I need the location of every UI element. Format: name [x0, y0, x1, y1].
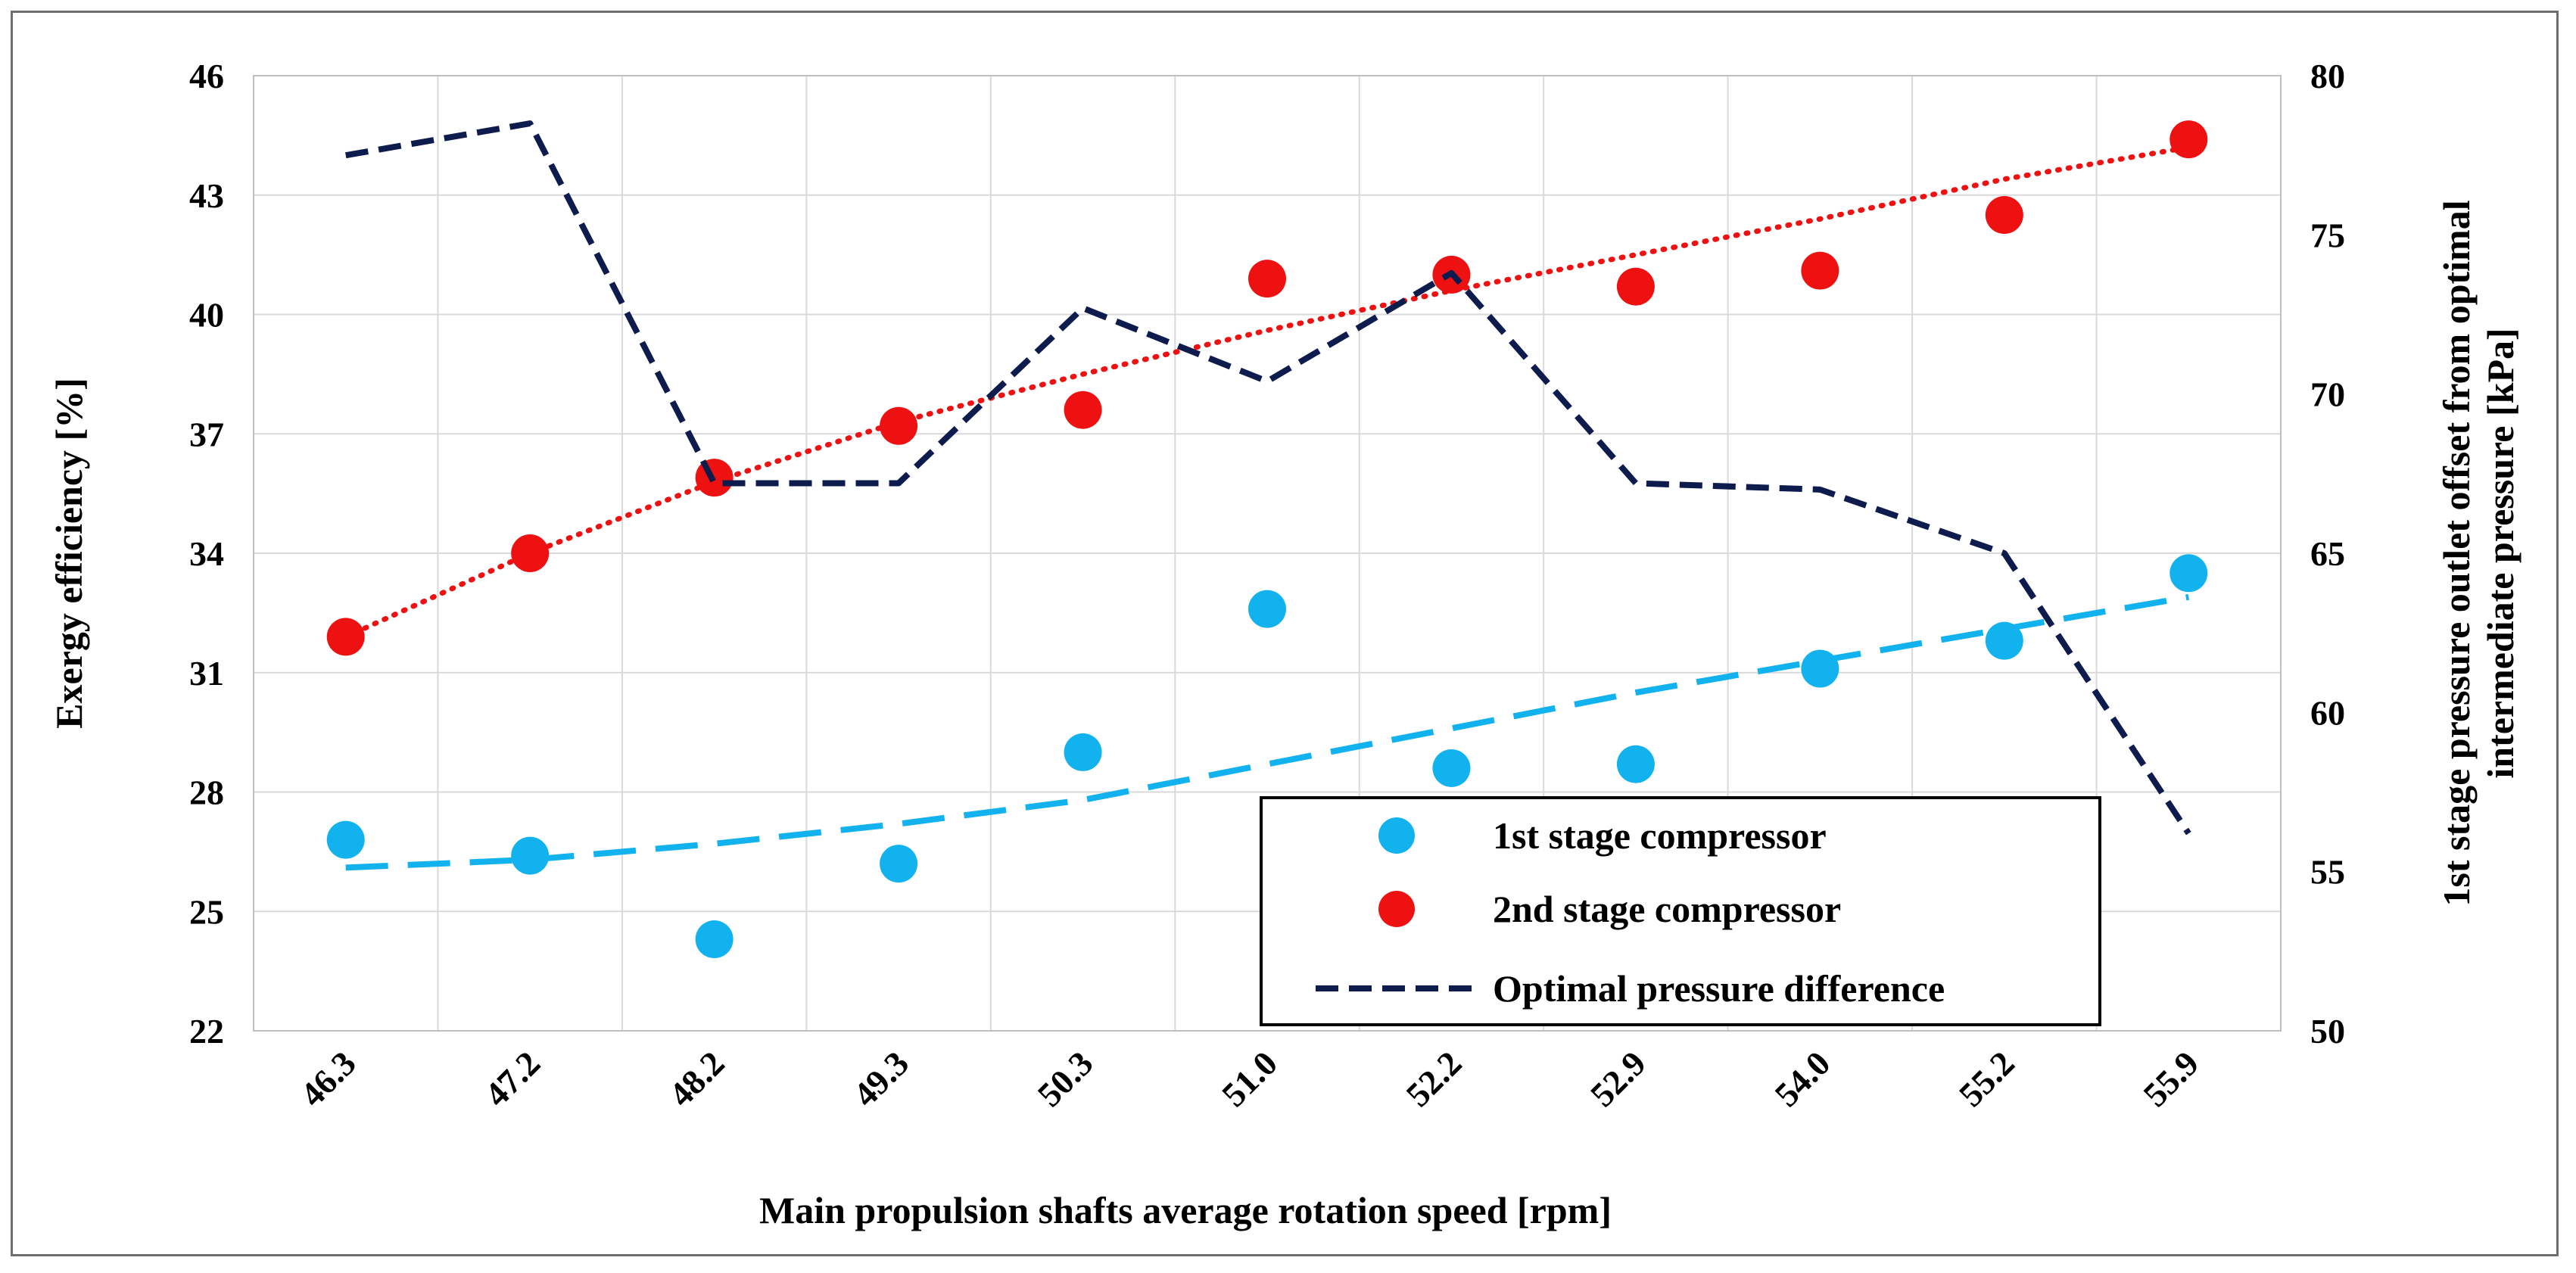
y2-tick-label: 60: [2310, 693, 2345, 732]
pressure-line-group: [345, 120, 2191, 836]
y2-axis-title-line1: 1st stage pressure outlet offset from op…: [2435, 200, 2478, 906]
x-axis-ticks: 46.3 47.2 48.2 49.3 50.3 51.0 52.2 52.9 54.0 55.2…: [293, 1044, 2207, 1114]
y2-tick-label: 75: [2310, 216, 2345, 254]
point-2nd-stage: [511, 534, 550, 572]
y2-axis-title-line2: intermediate pressure [kPa]: [2479, 328, 2521, 778]
point-2nd-stage: [1801, 251, 1839, 290]
y-tick-label: 28: [189, 773, 224, 812]
y2-tick-label: 70: [2310, 375, 2345, 414]
point-1st-stage: [880, 845, 918, 883]
y2-tick-label: 65: [2310, 534, 2345, 573]
x-axis-title: Main propulsion shafts average rotation …: [759, 1189, 1612, 1231]
point-2nd-stage: [2170, 120, 2208, 159]
x-tick-label: 52.2: [1399, 1044, 1469, 1114]
trendlines: [343, 145, 2191, 871]
trendline-1st-stage: [345, 593, 2189, 871]
y-axis-ticks: 22 25 28 31 34 37 40 43 46: [189, 57, 224, 1050]
y-tick-label: 46: [189, 57, 224, 95]
point-1st-stage: [1616, 745, 1655, 783]
point-1st-stage: [1064, 733, 1102, 771]
point-1st-stage: [1985, 621, 2023, 660]
y2-axis-ticks: 50 55 60 65 70 75 80: [2310, 57, 2345, 1050]
x-tick-label: 49.3: [846, 1044, 916, 1114]
y2-tick-label: 50: [2310, 1012, 2345, 1050]
x-tick-label: 50.3: [1030, 1044, 1101, 1114]
x-tick-label: 55.9: [2135, 1044, 2206, 1114]
y-axis-title: Exergy efficiency [%]: [48, 378, 90, 729]
legend-marker-2nd-stage: [1378, 891, 1415, 927]
x-tick-label: 48.2: [662, 1044, 732, 1114]
plot-area-border: [253, 75, 2282, 1032]
legend: 1st stage compressor 2nd stage compresso…: [1260, 796, 2101, 1026]
x-tick-label: 55.2: [1951, 1044, 2022, 1114]
x-tick-label: 51.0: [1214, 1044, 1285, 1114]
y-tick-label: 22: [189, 1012, 224, 1050]
y-tick-label: 34: [189, 534, 224, 573]
legend-label-2nd-stage: 2nd stage compressor: [1493, 888, 1841, 930]
y-tick-label: 31: [189, 654, 224, 693]
point-2nd-stage: [1064, 391, 1102, 429]
point-1st-stage: [1801, 649, 1839, 688]
chart-frame: [11, 11, 2559, 1256]
x-tick-label: 47.2: [477, 1044, 547, 1114]
point-2nd-stage: [1248, 260, 1286, 298]
y-tick-label: 40: [189, 296, 224, 335]
point-1st-stage: [1248, 590, 1286, 628]
data-points: [326, 120, 2208, 959]
y-tick-label: 43: [189, 176, 224, 215]
y-tick-label: 37: [189, 415, 224, 453]
point-1st-stage: [326, 820, 365, 859]
point-1st-stage: [2170, 554, 2208, 593]
x-tick-label: 52.9: [1583, 1044, 1653, 1114]
legend-label-1st-stage: 1st stage compressor: [1493, 814, 1827, 857]
y-tick-label: 25: [189, 892, 224, 931]
y2-tick-label: 55: [2310, 853, 2345, 892]
point-1st-stage: [511, 836, 550, 875]
point-2nd-stage: [1616, 267, 1655, 306]
point-1st-stage: [695, 920, 734, 959]
x-tick-label: 54.0: [1767, 1044, 1837, 1114]
x-tick-label: 46.3: [293, 1044, 363, 1114]
legend-marker-1st-stage: [1378, 817, 1415, 854]
point-2nd-stage: [326, 618, 365, 656]
point-2nd-stage: [880, 406, 918, 445]
legend-label-optimal-pressure: Optimal pressure difference: [1493, 967, 1945, 1010]
point-2nd-stage: [1985, 196, 2023, 235]
y2-tick-label: 80: [2310, 57, 2345, 95]
trendline-2nd-stage: [343, 145, 2191, 640]
line-optimal-pressure-difference: [345, 120, 2191, 836]
point-1st-stage: [1432, 749, 1471, 787]
